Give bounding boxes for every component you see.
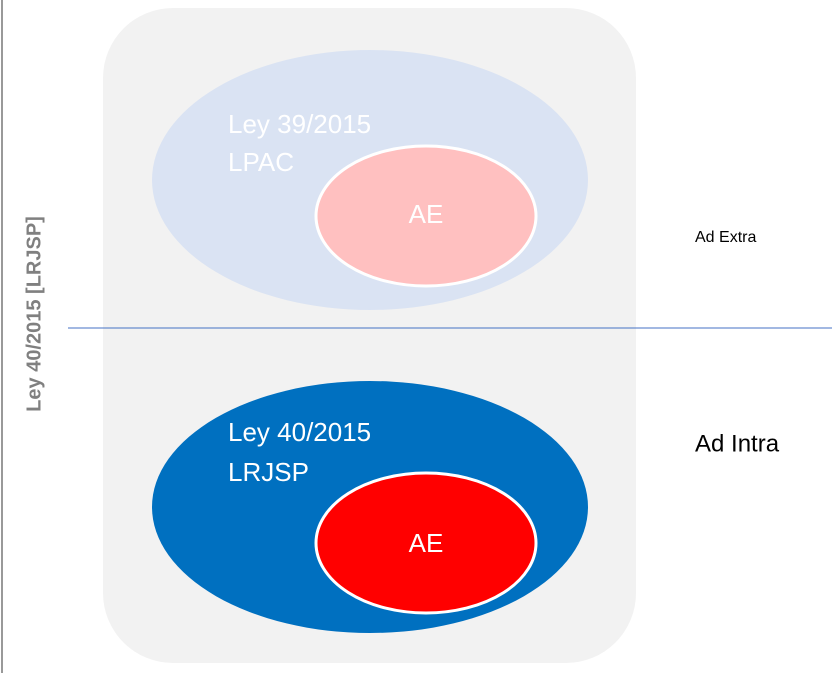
inner-label: AE <box>409 528 444 558</box>
outer-label: LRJSP <box>228 457 309 487</box>
side-label: Ad Extra <box>695 229 756 246</box>
inner-label: AE <box>409 199 444 229</box>
side-label: Ad Intra <box>695 430 780 457</box>
vertical-label: Ley 40/2015 [LRJSP] <box>23 216 45 412</box>
outer-label: LPAC <box>228 147 294 177</box>
inner-ellipse-top <box>314 144 538 288</box>
inner-ellipse-bottom <box>314 471 538 615</box>
outer-label: Ley 39/2015 <box>228 109 371 139</box>
outer-label: Ley 40/2015 <box>228 417 371 447</box>
